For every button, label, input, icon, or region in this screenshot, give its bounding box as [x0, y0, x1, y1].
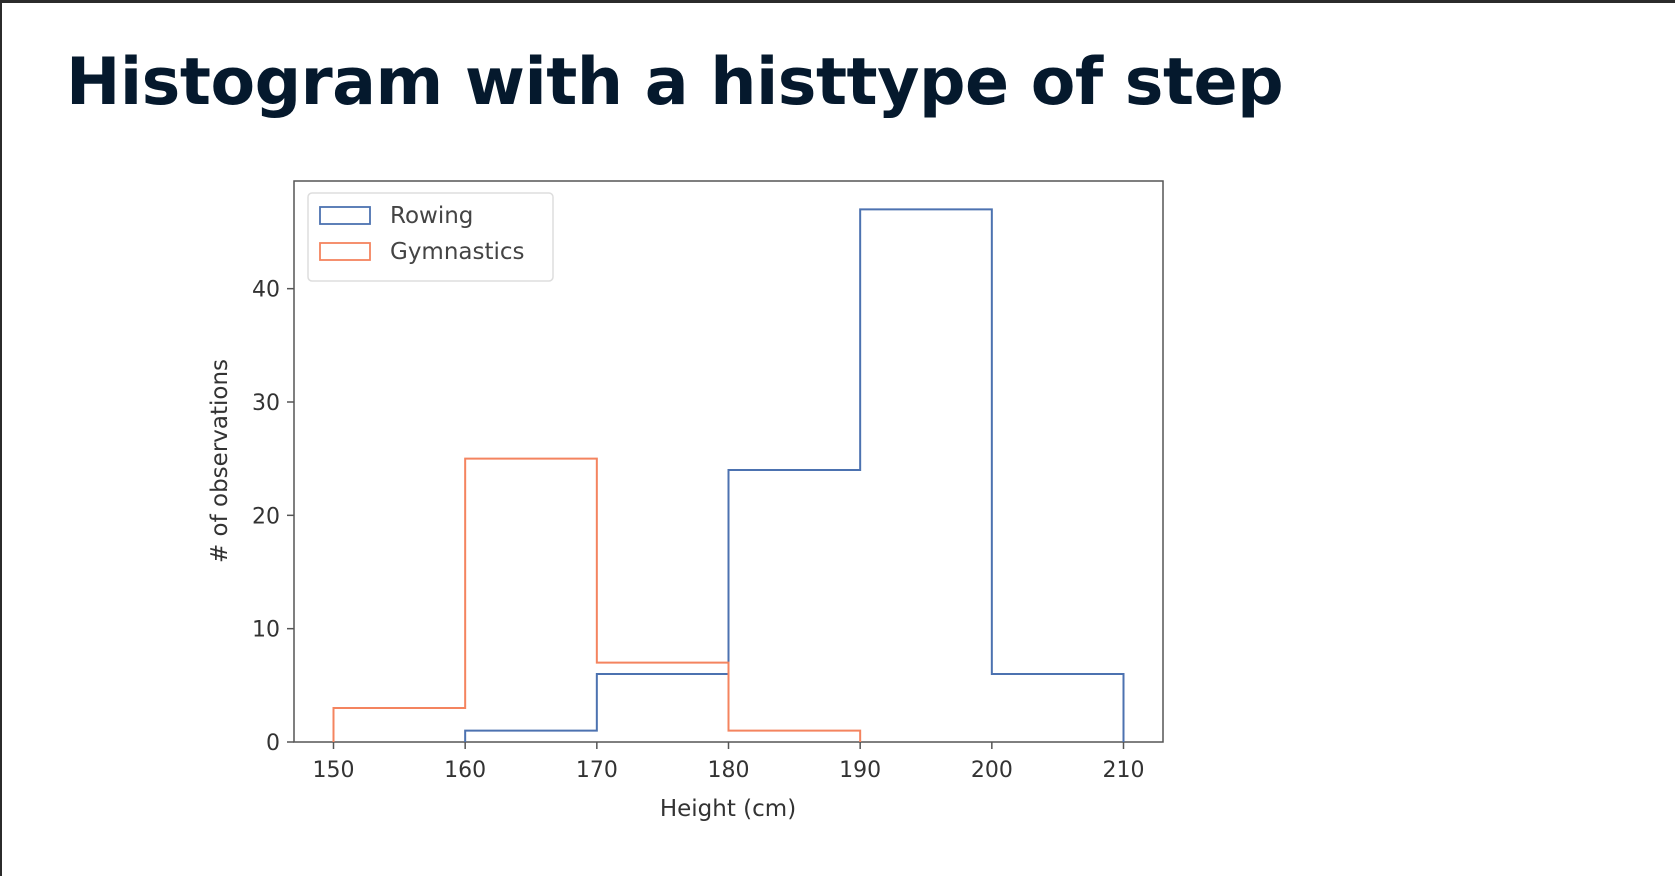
- series-step-gymnastics: [332, 457, 862, 742]
- y-axis-label: # of observations: [207, 359, 233, 563]
- x-tick-label-6: 210: [1103, 758, 1145, 783]
- series-step-rowing: [464, 208, 1125, 742]
- x-tick-label-2: 170: [576, 758, 618, 783]
- x-tick-label-0: 150: [313, 758, 355, 783]
- legend-swatch-rowing: [319, 206, 371, 225]
- slide-title: Histogram with a histtype of step: [66, 45, 1284, 120]
- y-axis: 0 10 20 30 40: [252, 278, 294, 756]
- legend-label-rowing: Rowing: [390, 203, 473, 229]
- y-tick-label-1: 10: [252, 618, 280, 643]
- histogram-chart: 150 160 170 180 190 200 210 0 10 20 30 40 Height (…: [207, 180, 1164, 822]
- x-axis-label: Height (cm): [660, 796, 796, 822]
- y-tick-label-2: 20: [252, 504, 280, 529]
- y-tick-label-4: 40: [252, 278, 280, 303]
- legend-swatch-gymnastics: [319, 242, 371, 261]
- x-tick-label-3: 180: [708, 758, 750, 783]
- x-tick-label-5: 200: [971, 758, 1013, 783]
- x-tick-label-1: 160: [444, 758, 486, 783]
- y-tick-label-3: 30: [252, 391, 280, 416]
- x-axis: 150 160 170 180 190 200 210: [313, 742, 1145, 783]
- x-tick-label-4: 190: [839, 758, 881, 783]
- y-tick-label-0: 0: [266, 731, 280, 756]
- legend: Rowing Gymnastics: [307, 192, 554, 282]
- series-layer: [332, 208, 1125, 742]
- legend-label-gymnastics: Gymnastics: [390, 239, 525, 265]
